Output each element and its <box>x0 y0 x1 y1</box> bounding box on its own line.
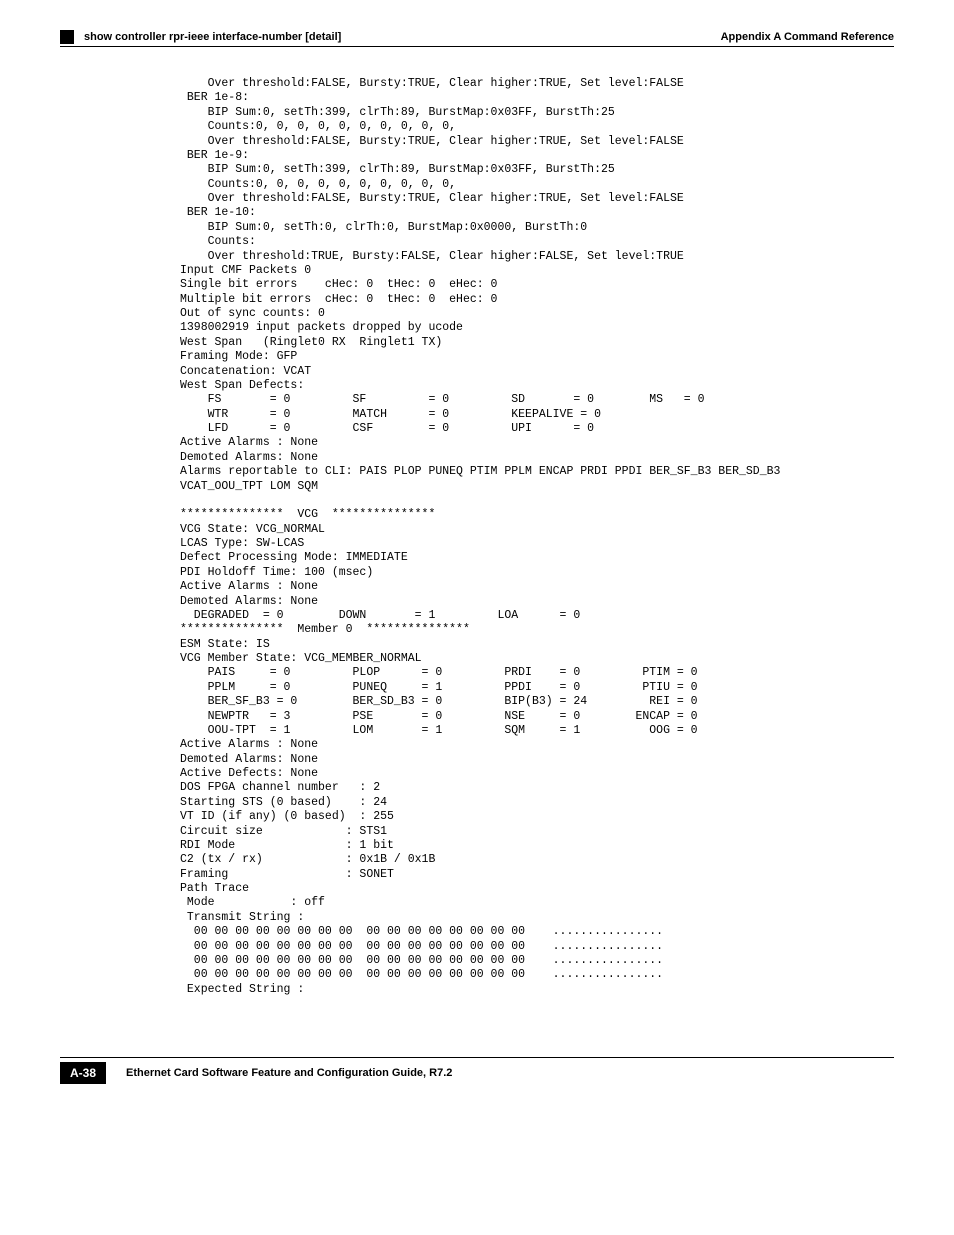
header-marker-icon <box>60 30 74 44</box>
footer-guide-title: Ethernet Card Software Feature and Confi… <box>126 1067 452 1079</box>
page-footer: A-38 Ethernet Card Software Feature and … <box>60 1057 894 1084</box>
header-appendix: Appendix A Command Reference <box>721 31 894 43</box>
header-section-title: show controller rpr-ieee interface-numbe… <box>84 31 341 43</box>
page-container: show controller rpr-ieee interface-numbe… <box>0 0 954 1124</box>
page-number-badge: A-38 <box>60 1062 106 1084</box>
header-left: show controller rpr-ieee interface-numbe… <box>60 30 341 44</box>
cli-output-block: Over threshold:FALSE, Bursty:TRUE, Clear… <box>180 77 894 997</box>
page-header: show controller rpr-ieee interface-numbe… <box>60 30 894 47</box>
